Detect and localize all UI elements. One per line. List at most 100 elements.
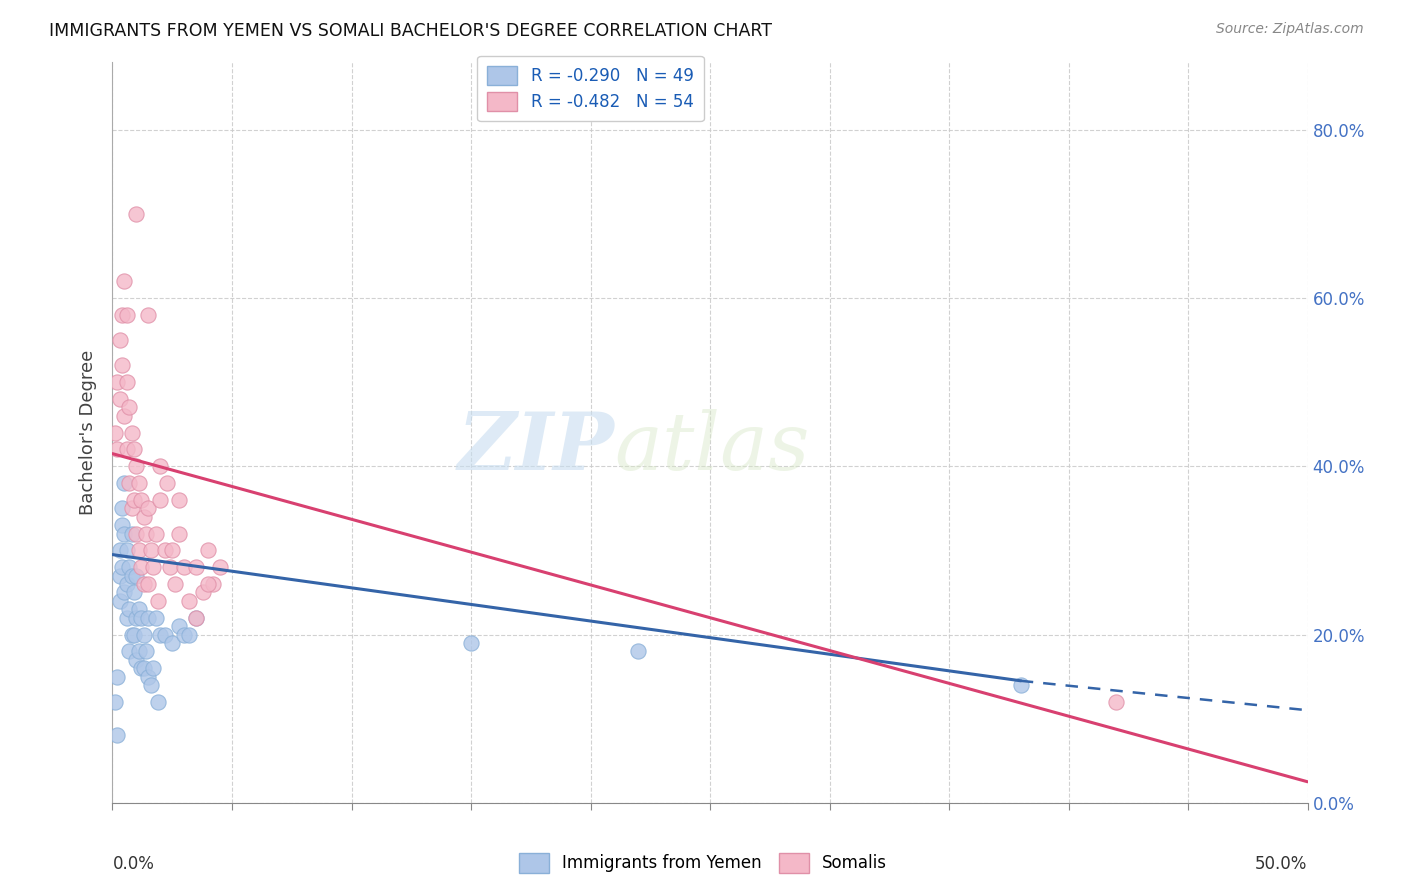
Point xyxy=(114,409,135,423)
Point xyxy=(156,476,179,491)
Point xyxy=(132,577,155,591)
Point xyxy=(201,577,224,591)
Point xyxy=(111,359,134,373)
Point xyxy=(145,610,167,624)
Legend: Immigrants from Yemen, Somalis: Immigrants from Yemen, Somalis xyxy=(512,847,894,880)
Point xyxy=(149,492,172,507)
Point xyxy=(173,627,195,641)
Point xyxy=(186,560,208,574)
Point xyxy=(105,442,128,457)
Legend: R = -0.290   N = 49, R = -0.482   N = 54: R = -0.290 N = 49, R = -0.482 N = 54 xyxy=(478,56,703,121)
Point xyxy=(115,543,138,558)
Point xyxy=(108,594,131,608)
Point xyxy=(108,392,131,406)
Point xyxy=(111,501,134,516)
Point xyxy=(146,695,169,709)
Point xyxy=(104,695,127,709)
Text: 50.0%: 50.0% xyxy=(1256,855,1308,872)
Point xyxy=(104,425,127,440)
Point xyxy=(105,375,128,389)
Point xyxy=(627,644,650,658)
Point xyxy=(118,401,141,415)
Point xyxy=(122,585,145,599)
Point xyxy=(153,627,176,641)
Point xyxy=(129,610,152,624)
Point xyxy=(125,653,148,667)
Point xyxy=(121,627,143,641)
Point xyxy=(138,670,160,684)
Point xyxy=(135,526,157,541)
Point xyxy=(115,375,138,389)
Point xyxy=(128,543,150,558)
Point xyxy=(1010,678,1032,692)
Text: ZIP: ZIP xyxy=(457,409,614,486)
Point xyxy=(118,602,141,616)
Point xyxy=(108,568,131,582)
Text: atlas: atlas xyxy=(614,409,810,486)
Point xyxy=(118,476,141,491)
Point xyxy=(132,661,155,675)
Point xyxy=(197,543,219,558)
Point xyxy=(186,610,208,624)
Point xyxy=(193,585,215,599)
Point xyxy=(135,644,157,658)
Point xyxy=(142,661,165,675)
Point xyxy=(114,274,135,288)
Point xyxy=(139,678,162,692)
Point xyxy=(122,627,145,641)
Point xyxy=(129,661,152,675)
Point xyxy=(139,543,162,558)
Point xyxy=(132,627,155,641)
Point xyxy=(162,636,183,650)
Point xyxy=(111,308,134,322)
Point xyxy=(163,577,186,591)
Point xyxy=(118,644,141,658)
Point xyxy=(115,442,138,457)
Point xyxy=(125,526,148,541)
Point xyxy=(115,308,138,322)
Point xyxy=(125,207,148,221)
Point xyxy=(121,425,143,440)
Text: 0.0%: 0.0% xyxy=(112,855,155,872)
Point xyxy=(121,526,143,541)
Point xyxy=(173,560,195,574)
Point xyxy=(159,560,181,574)
Point xyxy=(108,333,131,347)
Point xyxy=(115,610,138,624)
Point xyxy=(162,543,183,558)
Point xyxy=(128,602,150,616)
Point xyxy=(108,543,131,558)
Point xyxy=(118,560,141,574)
Point xyxy=(142,560,165,574)
Point xyxy=(177,627,200,641)
Y-axis label: Bachelor's Degree: Bachelor's Degree xyxy=(79,350,97,516)
Point xyxy=(115,577,138,591)
Point xyxy=(138,308,160,322)
Point xyxy=(1105,695,1128,709)
Point xyxy=(114,476,135,491)
Point xyxy=(146,594,169,608)
Point xyxy=(149,459,172,474)
Point xyxy=(209,560,232,574)
Point xyxy=(177,594,200,608)
Point xyxy=(122,492,145,507)
Point xyxy=(105,729,128,743)
Point xyxy=(129,492,152,507)
Point xyxy=(129,560,152,574)
Point xyxy=(132,509,155,524)
Text: Source: ZipAtlas.com: Source: ZipAtlas.com xyxy=(1216,22,1364,37)
Point xyxy=(121,568,143,582)
Point xyxy=(121,501,143,516)
Point xyxy=(145,526,167,541)
Point xyxy=(111,560,134,574)
Point xyxy=(169,492,191,507)
Point xyxy=(138,610,160,624)
Point xyxy=(186,610,208,624)
Point xyxy=(128,476,150,491)
Point xyxy=(125,459,148,474)
Text: IMMIGRANTS FROM YEMEN VS SOMALI BACHELOR'S DEGREE CORRELATION CHART: IMMIGRANTS FROM YEMEN VS SOMALI BACHELOR… xyxy=(49,22,772,40)
Point xyxy=(460,636,482,650)
Point xyxy=(197,577,219,591)
Point xyxy=(149,627,172,641)
Point xyxy=(125,610,148,624)
